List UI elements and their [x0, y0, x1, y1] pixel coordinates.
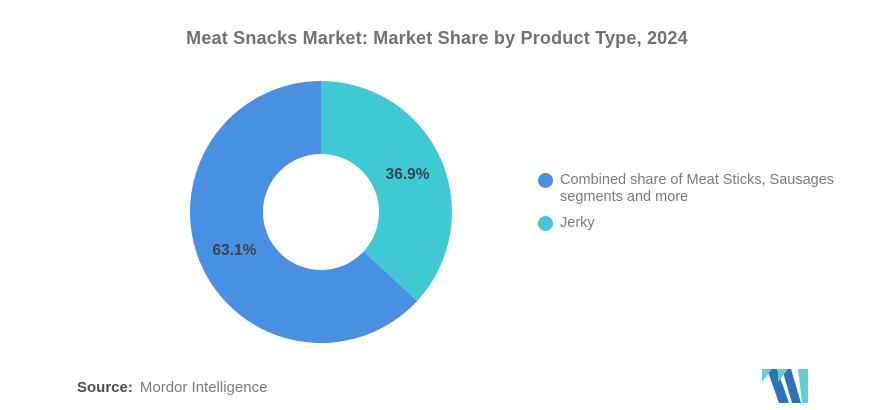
donut-slice-combined — [189, 81, 418, 343]
source-note: Source: Mordor Intelligence — [77, 379, 267, 396]
logo-left-stroke — [767, 369, 789, 403]
slice-label-combined: 63.1% — [212, 242, 256, 259]
legend-swatch-jerky-icon — [538, 216, 553, 231]
legend: Combined share of Meat Sticks, Sausages … — [538, 172, 846, 232]
legend-item-jerky: Jerky — [538, 215, 846, 232]
legend-swatch-combined-icon — [538, 173, 553, 188]
logo-right-bar — [798, 369, 808, 403]
donut-slice-jerky — [321, 81, 452, 302]
legend-label-jerky: Jerky — [560, 215, 595, 231]
legend-label-combined: Combined share of Meat Sticks, Sausages … — [560, 172, 835, 205]
source-label: Source: — [77, 379, 133, 396]
logo-mid-stroke — [782, 369, 801, 403]
source-value: Mordor Intelligence — [139, 379, 268, 396]
logo-left-triangle — [762, 369, 772, 382]
logo-mid-triangle — [778, 369, 788, 382]
mordor-intelligence-logo — [762, 369, 808, 403]
slice-label-jerky: 36.9% — [386, 166, 430, 183]
legend-item-combined: Combined share of Meat Sticks, Sausages … — [538, 172, 846, 206]
chart-title: Meat Snacks Market: Market Share by Prod… — [186, 28, 688, 48]
